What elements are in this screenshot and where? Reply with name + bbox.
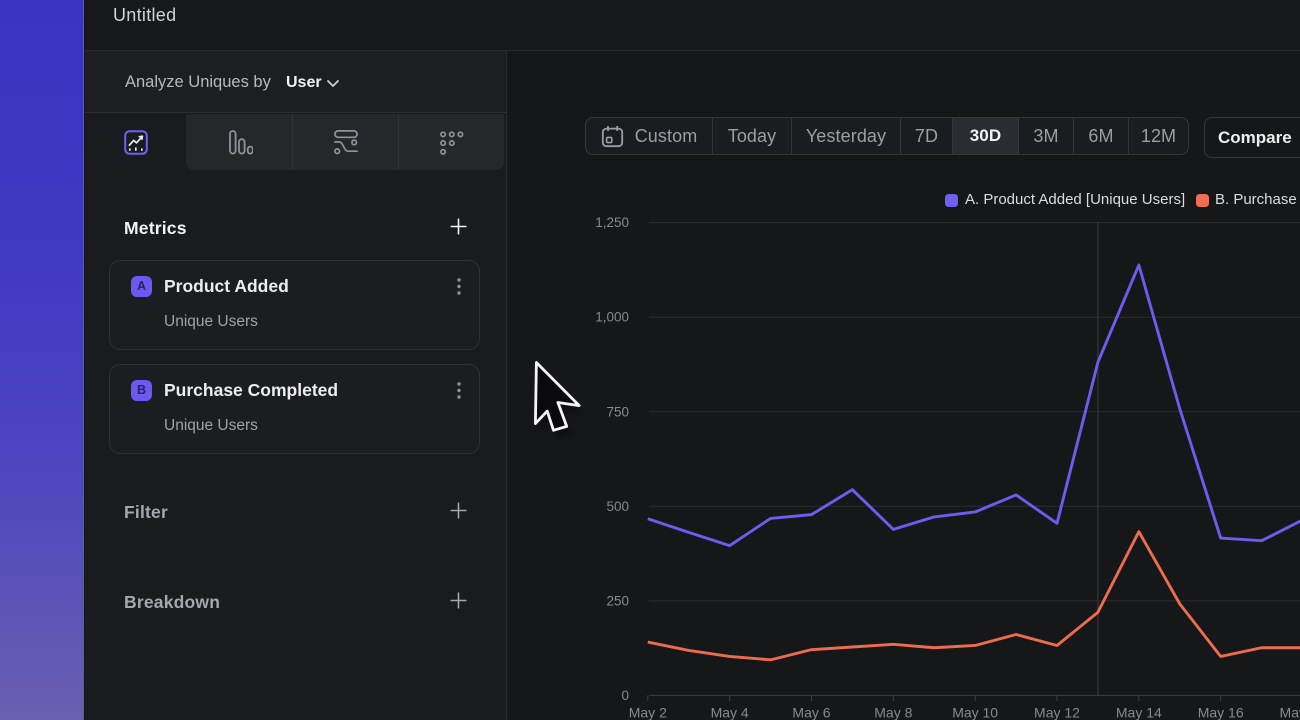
svg-text:May 18: May 18 — [1280, 705, 1300, 720]
svg-text:1,250: 1,250 — [595, 215, 629, 230]
svg-text:1,000: 1,000 — [595, 310, 629, 325]
svg-text:May 16: May 16 — [1198, 705, 1244, 720]
svg-text:0: 0 — [621, 688, 629, 703]
svg-text:500: 500 — [606, 499, 629, 514]
svg-text:250: 250 — [606, 593, 629, 608]
svg-text:May 6: May 6 — [792, 705, 830, 720]
svg-text:May 12: May 12 — [1034, 705, 1080, 720]
svg-text:May 10: May 10 — [952, 705, 998, 720]
svg-text:May 2: May 2 — [629, 705, 667, 720]
svg-text:May 14: May 14 — [1116, 705, 1162, 720]
svg-text:May 4: May 4 — [711, 705, 749, 720]
svg-text:May 8: May 8 — [874, 705, 912, 720]
svg-text:750: 750 — [606, 404, 629, 419]
